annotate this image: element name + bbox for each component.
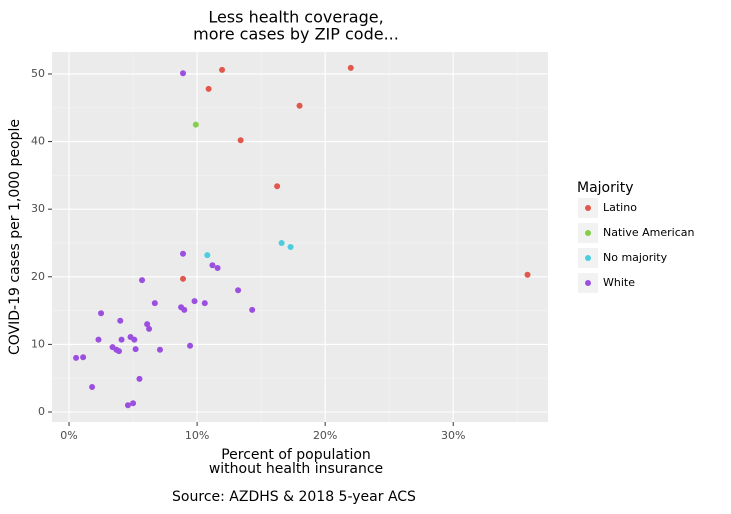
point xyxy=(89,383,96,390)
y-tick-label: 20 xyxy=(31,270,45,283)
y-tick-label: 40 xyxy=(31,135,45,148)
y-tick-label: 10 xyxy=(31,337,45,350)
y-tick-label: 0 xyxy=(38,405,45,418)
point xyxy=(287,244,294,251)
point xyxy=(180,275,187,282)
point xyxy=(151,300,158,307)
point xyxy=(219,66,226,73)
point xyxy=(347,64,354,71)
x-tick-label: 20% xyxy=(313,429,337,442)
point xyxy=(115,348,122,355)
x-tick-label: 0% xyxy=(60,429,77,442)
x-tick-label: 30% xyxy=(441,429,465,442)
point xyxy=(274,183,281,190)
legend-label: Latino xyxy=(603,201,637,214)
y-tick-label: 50 xyxy=(31,67,45,80)
point xyxy=(124,402,131,409)
legend-marker xyxy=(585,205,591,211)
legend-marker xyxy=(585,230,591,236)
point xyxy=(136,375,143,382)
legend-label: Native American xyxy=(603,226,694,239)
point xyxy=(192,121,199,128)
point xyxy=(296,102,303,109)
x-tick-label: 10% xyxy=(185,429,209,442)
legend-label: White xyxy=(603,276,635,289)
point xyxy=(201,300,208,307)
point xyxy=(73,354,80,361)
point xyxy=(524,271,531,278)
point xyxy=(204,252,211,259)
point xyxy=(278,239,285,246)
point xyxy=(180,70,187,77)
point xyxy=(205,85,212,92)
x-axis-label: Percent of population xyxy=(221,447,371,463)
point xyxy=(146,325,153,332)
point xyxy=(209,262,216,269)
point xyxy=(214,264,221,271)
legend-title: Majority xyxy=(577,180,634,196)
point xyxy=(95,336,102,343)
legend-marker xyxy=(585,280,591,286)
point xyxy=(139,277,146,284)
point xyxy=(235,287,242,294)
point xyxy=(187,342,194,349)
point xyxy=(237,137,244,144)
y-axis-label: COVID-19 cases per 1,000 people xyxy=(7,119,23,355)
legend-label: No majority xyxy=(603,251,668,264)
chart-title: more cases by ZIP code... xyxy=(193,25,399,44)
point xyxy=(249,306,256,313)
point xyxy=(118,336,125,343)
point xyxy=(156,346,163,353)
point xyxy=(181,306,188,313)
point xyxy=(132,346,139,353)
caption: Source: AZDHS & 2018 5-year ACS xyxy=(172,489,416,505)
point xyxy=(80,354,87,361)
point xyxy=(180,250,187,257)
point xyxy=(144,321,151,328)
x-axis-label: without health insurance xyxy=(209,461,383,477)
point xyxy=(117,317,124,324)
legend-marker xyxy=(585,255,591,261)
point xyxy=(191,298,198,305)
point xyxy=(131,336,138,343)
point xyxy=(130,400,137,407)
point xyxy=(98,310,105,317)
y-tick-label: 30 xyxy=(31,202,45,215)
plot-panel xyxy=(52,52,548,422)
chart-title: Less health coverage, xyxy=(208,8,383,27)
